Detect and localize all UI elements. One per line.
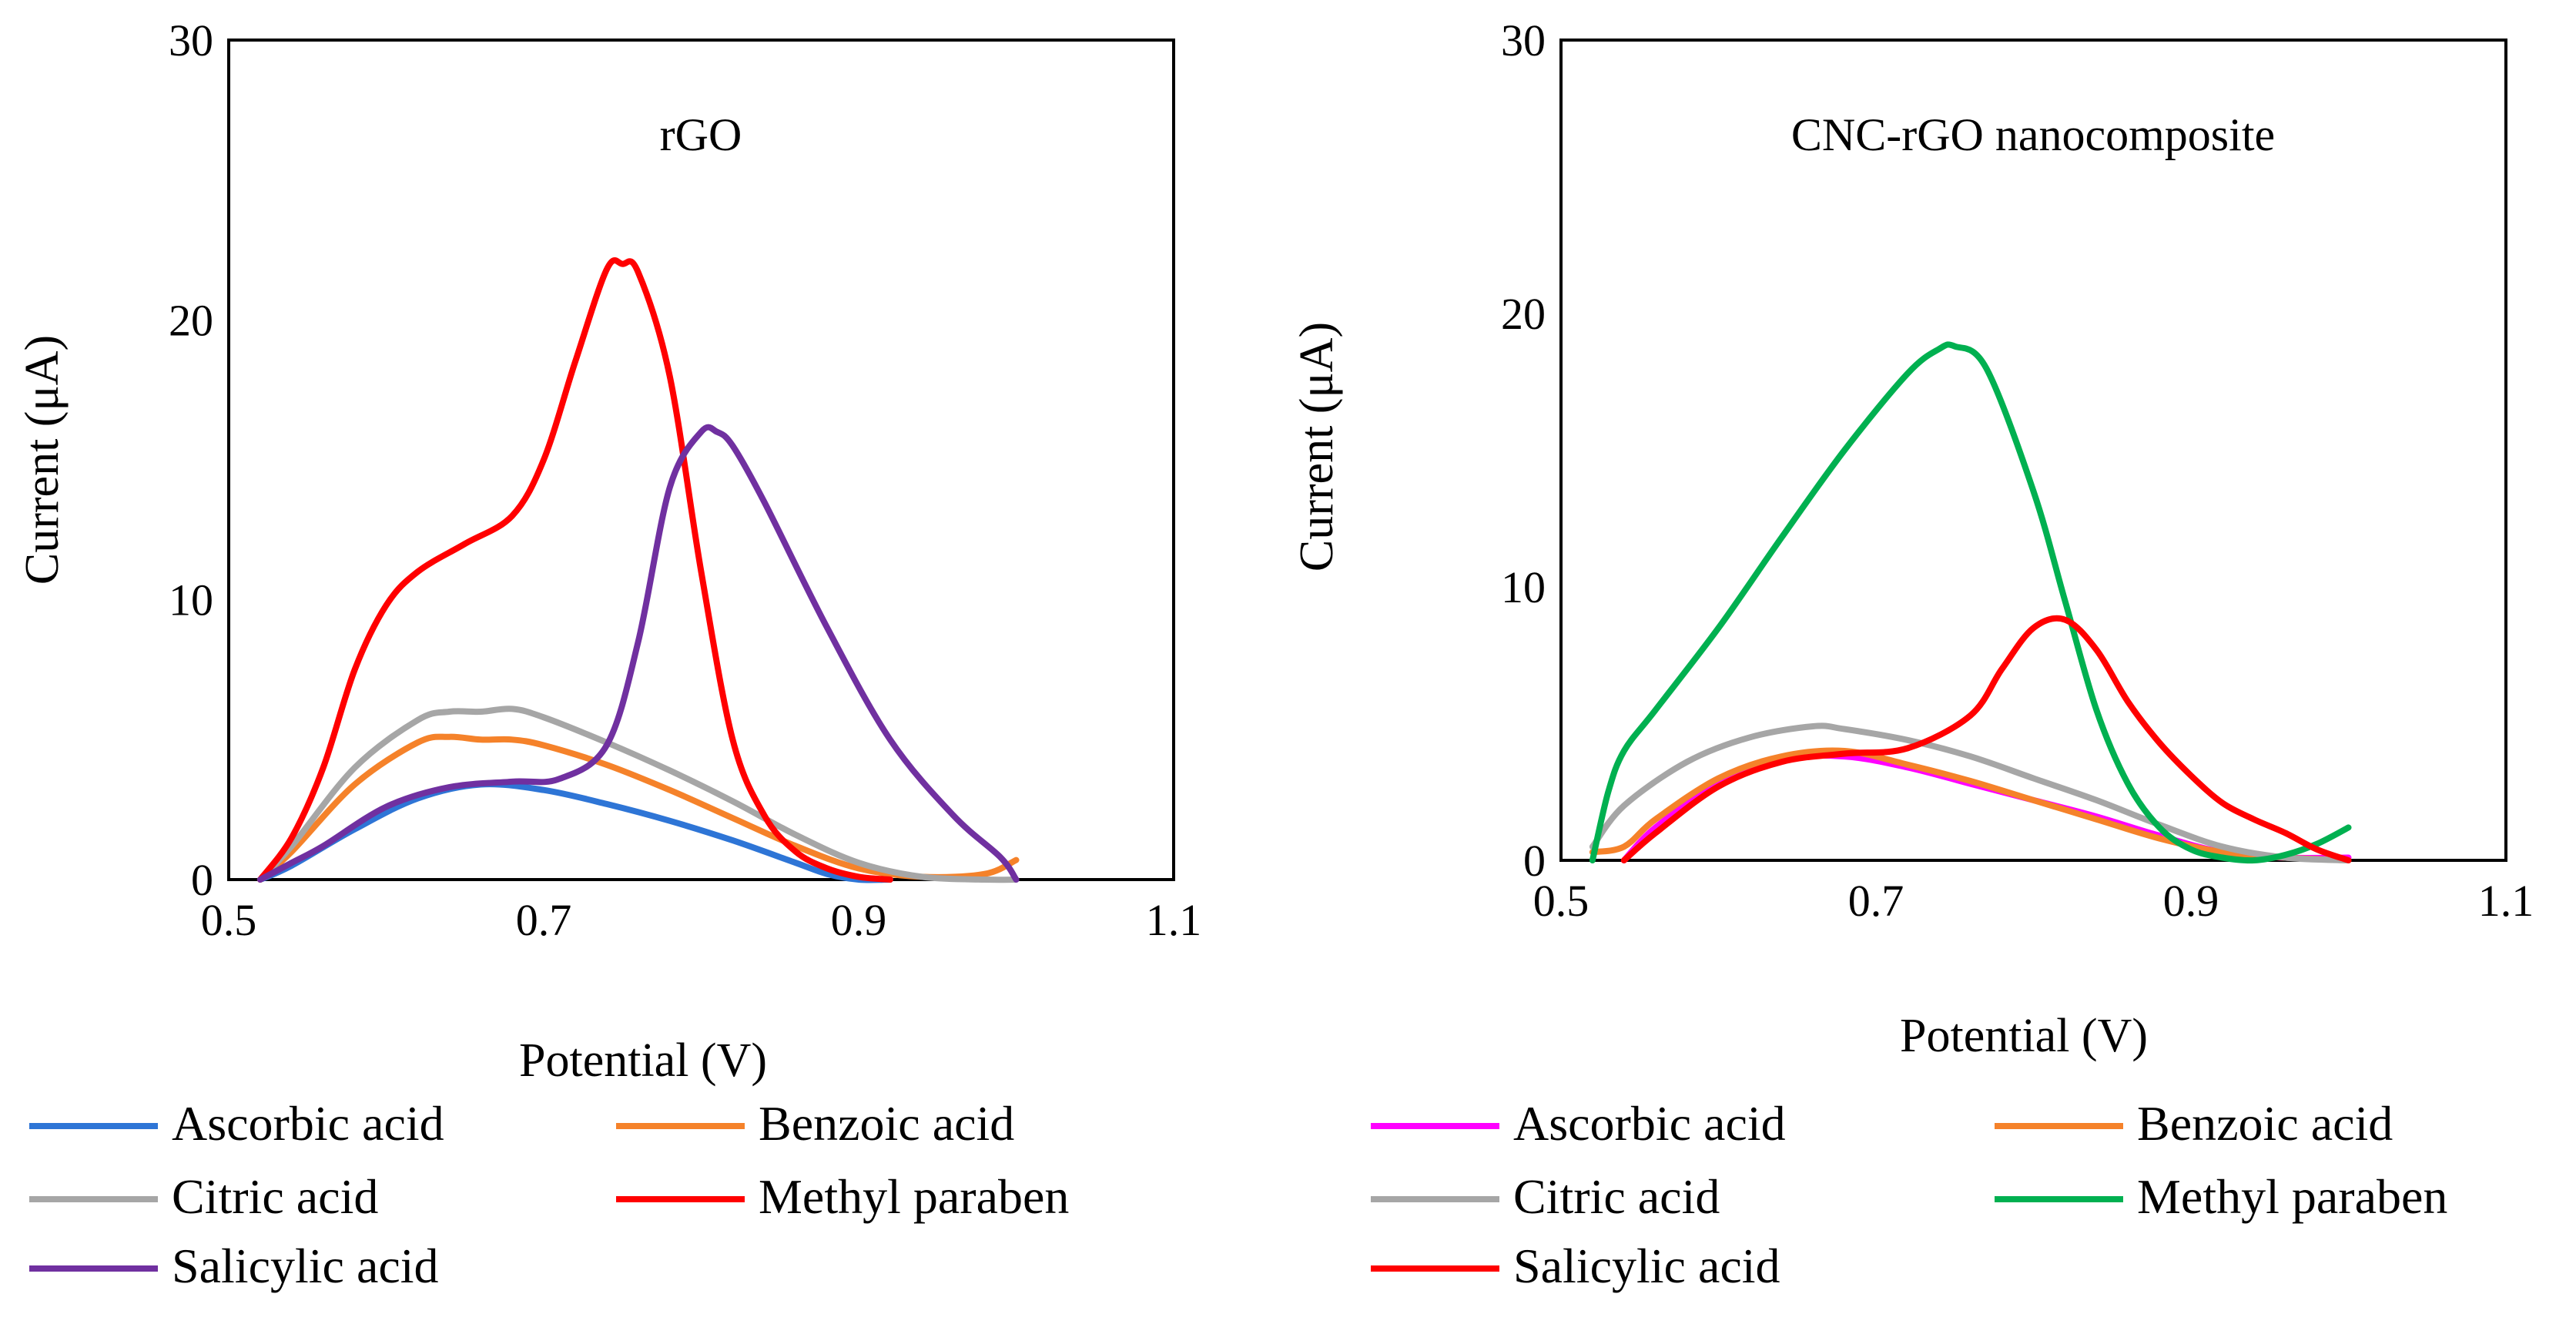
- legend-label: Citric acid: [1513, 1169, 1720, 1224]
- y-tick-label: 30: [169, 15, 213, 65]
- plot-area-frame: [227, 39, 1175, 881]
- y-tick-label: 20: [169, 295, 213, 345]
- legend-label: Ascorbic acid: [172, 1096, 444, 1151]
- legend-item-citric-acid: Citric acid: [29, 1169, 378, 1224]
- plot-area-frame: [1559, 39, 2507, 862]
- y-axis-label: Current (μA): [1291, 322, 1343, 571]
- legend-label: Citric acid: [172, 1169, 378, 1224]
- legend-label: Benzoic acid: [759, 1096, 1014, 1151]
- x-tick-label: 0.7: [516, 895, 572, 945]
- legend-item-benzoic-acid: Benzoic acid: [1995, 1096, 2393, 1151]
- legend-label: Methyl paraben: [2137, 1169, 2447, 1224]
- legend-item-benzoic-acid: Benzoic acid: [616, 1096, 1014, 1151]
- legend-label: Methyl paraben: [759, 1169, 1069, 1224]
- legend-item-citric-acid: Citric acid: [1371, 1169, 1720, 1224]
- y-tick-labels: 0 10 20 30: [169, 15, 213, 905]
- y-tick-label: 30: [1501, 15, 1546, 65]
- legend-item-salicylic-acid: Salicylic acid: [29, 1239, 439, 1293]
- series-line-salicylic-acid: [1620, 615, 2352, 863]
- y-tick-label: 10: [1501, 562, 1546, 612]
- legend: Ascorbic acid Benzoic acid Citric acid Meth…: [29, 1096, 1069, 1293]
- series-line-methyl-paraben: [256, 257, 893, 883]
- legend-item-salicylic-acid: Salicylic acid: [1371, 1239, 1780, 1293]
- x-tick-label: 0.5: [201, 895, 257, 945]
- x-tick-labels: 0.5 0.7 0.9 1.1: [1533, 876, 2534, 926]
- x-tick-label: 0.5: [1533, 876, 1589, 926]
- series-line-salicylic-acid: [256, 424, 1020, 883]
- y-tick-label: 0: [1523, 836, 1546, 886]
- legend: Ascorbic acid Benzoic acid Citric acid Meth…: [1371, 1096, 2447, 1293]
- legend-item-ascorbic-acid: Ascorbic acid: [29, 1096, 444, 1151]
- legend-label: Ascorbic acid: [1513, 1096, 1786, 1151]
- legend-item-methyl-paraben: Methyl paraben: [1995, 1169, 2447, 1224]
- y-tick-label: 20: [1501, 289, 1546, 339]
- series-lines: [256, 257, 1020, 883]
- y-axis-label: Current (μA): [16, 335, 69, 585]
- series-line-citric-acid: [256, 706, 1020, 883]
- series-line-benzoic-acid: [1589, 747, 2352, 863]
- y-tick-labels: 0 10 20 30: [1501, 15, 1546, 886]
- x-axis-label: Potential (V): [1900, 1010, 2148, 1062]
- series-line-methyl-paraben: [1589, 341, 2352, 864]
- x-tick-labels: 0.5 0.7 0.9 1.1: [201, 895, 1202, 945]
- y-tick-label: 0: [191, 855, 213, 905]
- chart-title: CNC-rGO nanocomposite: [1791, 109, 2275, 160]
- chart-panel-cnc-rgo: CNC-rGO nanocomposite 0 10 20 30 0.5 0.7 0.9 1…: [1291, 15, 2534, 1293]
- series-line-ascorbic-acid: [256, 781, 893, 883]
- x-tick-label: 1.1: [2478, 876, 2534, 926]
- legend-item-ascorbic-acid: Ascorbic acid: [1371, 1096, 1786, 1151]
- x-tick-label: 0.9: [2163, 876, 2219, 926]
- y-tick-label: 10: [169, 575, 213, 625]
- legend-item-methyl-paraben: Methyl paraben: [616, 1169, 1069, 1224]
- x-tick-label: 1.1: [1146, 895, 1202, 945]
- chart-title: rGO: [660, 109, 742, 160]
- chart-panel-rgo: rGO 0 10 20 30 0.5 0.7 0.9 1.1 Current (μA) Po…: [16, 15, 1201, 1293]
- x-axis-label: Potential (V): [519, 1034, 767, 1087]
- legend-label: Salicylic acid: [1513, 1239, 1780, 1293]
- series-line-citric-acid: [1589, 722, 2352, 863]
- series-lines: [1589, 341, 2352, 864]
- legend-label: Salicylic acid: [172, 1239, 439, 1293]
- x-tick-label: 0.7: [1848, 876, 1904, 926]
- legend-label: Benzoic acid: [2137, 1096, 2393, 1151]
- x-tick-label: 0.9: [831, 895, 887, 945]
